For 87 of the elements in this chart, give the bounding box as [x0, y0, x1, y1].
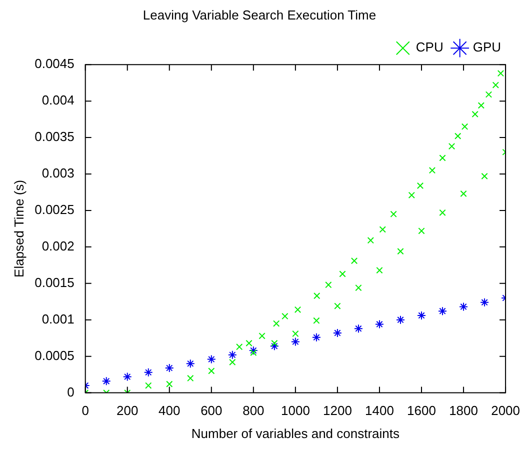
point	[166, 380, 173, 388]
point	[294, 306, 302, 313]
x-tick-label: 1600	[407, 403, 436, 418]
point	[228, 350, 237, 360]
y-axis-title: Elapsed Time (s)	[11, 180, 26, 278]
x-tick-label: 0	[82, 403, 89, 418]
point	[439, 209, 446, 216]
point	[354, 324, 363, 334]
point	[102, 376, 111, 386]
point	[246, 340, 252, 347]
point	[438, 306, 448, 316]
point	[270, 342, 279, 351]
point	[418, 228, 425, 234]
point	[334, 302, 341, 310]
x-tick-label: 400	[158, 403, 180, 418]
point	[367, 237, 374, 244]
point	[292, 330, 299, 338]
point	[396, 315, 405, 324]
point	[282, 312, 288, 320]
point	[273, 320, 280, 327]
point	[271, 340, 278, 347]
point	[339, 270, 346, 278]
y-tick-label: 0.0035	[34, 129, 74, 144]
x-tick-label: 600	[200, 403, 222, 418]
x-tick-label: 200	[116, 403, 138, 418]
y-tick-label: 0.001	[42, 311, 74, 326]
point	[229, 358, 236, 366]
point	[480, 298, 490, 307]
y-tick-label: 0.0015	[34, 274, 74, 290]
point	[481, 172, 488, 180]
point	[374, 320, 384, 329]
y-tick-label: 0.0025	[34, 202, 74, 218]
x-tick-label: 2000	[491, 403, 520, 418]
point	[376, 266, 383, 274]
point	[313, 317, 320, 324]
chart-title: Leaving Variable Search Execution Time	[142, 7, 376, 22]
point	[258, 332, 266, 340]
legend-label: GPU	[472, 40, 501, 55]
legend-label: CPU	[416, 40, 444, 55]
point	[461, 123, 468, 130]
point	[485, 91, 492, 98]
point	[332, 328, 342, 338]
x-tick-label: 1200	[323, 403, 352, 418]
point	[448, 142, 456, 150]
point	[390, 210, 397, 218]
x-axis-title: Number of variables and constraints	[191, 426, 400, 441]
point	[459, 302, 468, 312]
point	[325, 282, 332, 288]
point	[145, 382, 152, 389]
point	[236, 344, 243, 350]
point	[478, 102, 484, 109]
y-tick-label: 0.002	[42, 238, 74, 254]
x-tick-label: 1000	[280, 403, 310, 418]
point	[472, 110, 478, 118]
point	[250, 349, 257, 356]
point	[355, 284, 362, 292]
y-tick-label: 0.0045	[34, 56, 74, 72]
point	[492, 82, 499, 88]
point	[397, 248, 404, 255]
point	[164, 364, 174, 373]
point	[187, 374, 194, 382]
point	[454, 132, 462, 140]
point	[206, 354, 216, 364]
point	[408, 192, 415, 198]
point	[379, 226, 386, 233]
y-tick-label: 0.003	[42, 166, 74, 181]
point	[208, 368, 215, 374]
point	[350, 257, 358, 264]
y-tick-label: 0	[67, 384, 74, 400]
x-tick-label: 1400	[365, 403, 394, 418]
x-tick-label: 800	[242, 403, 264, 418]
point	[428, 167, 436, 174]
point	[417, 310, 426, 320]
point	[497, 70, 504, 77]
y-tick-label: 0.004	[42, 92, 74, 108]
point	[122, 372, 132, 382]
point	[460, 190, 467, 198]
point	[144, 368, 153, 377]
point	[186, 359, 195, 368]
y-tick-label: 0.0005	[34, 348, 74, 363]
point	[439, 154, 446, 162]
x-tick-label: 1800	[449, 403, 478, 418]
point	[416, 182, 424, 189]
point	[290, 337, 300, 346]
point	[314, 292, 320, 300]
point	[312, 332, 321, 342]
point	[248, 346, 258, 355]
